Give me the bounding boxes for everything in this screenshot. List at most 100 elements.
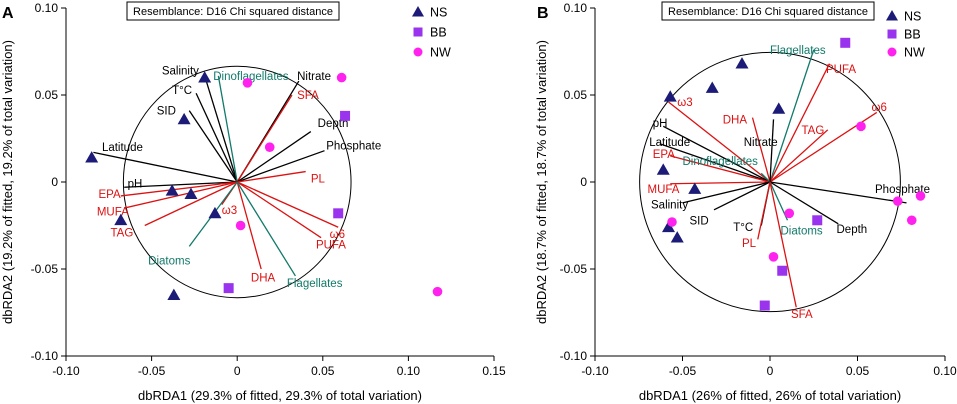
vector-pufa — [769, 63, 831, 183]
x-tick-label: 0.15 — [482, 364, 506, 378]
x-tick-label: 0.10 — [397, 364, 421, 378]
vector-label-phosphate: Phosphate — [875, 184, 930, 196]
point-nw — [906, 215, 917, 226]
vector-label-nitrate: Nitrate — [744, 137, 778, 149]
vector-depth — [769, 181, 839, 225]
point-ns — [198, 71, 212, 83]
legend-marker-nw — [413, 47, 423, 57]
vector-pl — [237, 170, 306, 183]
vector-tag — [144, 181, 238, 227]
point-ns — [663, 90, 677, 102]
point-bb — [777, 265, 788, 276]
legend-marker-bb — [413, 27, 423, 37]
vector-phosphate — [769, 181, 907, 204]
point-bb — [340, 110, 351, 121]
y-axis-label: dbRDA2 (19.2% of fitted, 19.2% of total … — [0, 40, 15, 324]
panel-a: -0.10 -0.05 0 0.05 0.10 0.15 -0.10 -0.05 0 0.05 0.… — [0, 1, 506, 403]
vector-mufa — [124, 181, 238, 209]
vector-label-nitrate: Nitrate — [297, 71, 331, 83]
point-ns — [208, 206, 222, 219]
legend-label-nw: NW — [904, 46, 925, 60]
vector-dinoflagellates — [760, 172, 771, 183]
panel-label: A — [2, 5, 14, 22]
vector-3 — [668, 101, 771, 183]
vector-label-pl: PL — [742, 238, 757, 250]
y-tick-label: -0.10 — [560, 349, 588, 363]
vector-label-mufa: MUFA — [648, 184, 680, 196]
point-bb — [223, 283, 234, 294]
vector-label-6: ω6 — [872, 102, 887, 114]
vector-latitude — [93, 151, 238, 183]
vector-dha — [751, 117, 771, 183]
point-nw — [242, 78, 253, 88]
y-tick-label: 0.05 — [35, 88, 59, 102]
point-ns — [735, 57, 749, 69]
point-ns — [165, 184, 179, 196]
vector-label-flagellates: Flagellates — [770, 45, 826, 57]
vector-sid — [713, 181, 771, 211]
vector-dinoflagellates — [217, 75, 238, 183]
y-tick-label: 0.10 — [35, 1, 59, 15]
legend-label-ns: NS — [430, 6, 447, 20]
vector-label-latitude: Latitude — [102, 142, 143, 154]
vector-sfa — [769, 181, 797, 308]
y-axis-label: dbRDA2 (18.7% of fitted, 18.7% of total … — [534, 40, 549, 324]
vector-dha — [236, 181, 262, 270]
point-ns — [184, 187, 198, 200]
vector-nitrate — [769, 119, 775, 183]
correlation-circle — [639, 51, 901, 313]
vector-depth — [236, 131, 312, 183]
vector-label-sid: SID — [690, 215, 709, 227]
y-tick-label: -0.05 — [560, 262, 588, 276]
y-tick-label: 0.05 — [564, 88, 588, 102]
panel-b: -0.10 -0.05 0 0.05 0.10 -0.10 -0.05 0 0.05 0.10 db… — [534, 1, 957, 403]
title-box — [126, 1, 340, 21]
vector-label-ph: pH — [653, 118, 668, 130]
vector-label-dinoflagellates: Dinoflagellates — [213, 71, 289, 83]
legend-label-ns: NS — [904, 10, 921, 24]
y-tick-label: 0 — [51, 175, 58, 189]
x-axis-label: dbRDA1 (29.3% of fitted, 29.3% of total … — [138, 388, 422, 403]
x-tick-label: -0.05 — [669, 364, 697, 378]
vector-6 — [236, 181, 339, 228]
point-ns — [177, 112, 191, 125]
x-tick-label: -0.10 — [581, 364, 609, 378]
chart-title: Resemblance: D16 Chi squared distance — [133, 6, 333, 18]
point-ns — [656, 163, 670, 175]
vector-label-epa: EPA — [653, 149, 675, 161]
vector-mufa — [670, 181, 771, 185]
legend-marker-ns — [412, 6, 424, 17]
vector-label-pl: PL — [311, 174, 326, 186]
vector-label-flagellates: Flagellates — [287, 278, 343, 290]
vector-flagellates — [236, 181, 296, 277]
vector-t-c — [195, 92, 238, 183]
vector-label-dinoflagellates: Dinoflagellates — [683, 156, 759, 168]
point-ns — [688, 182, 702, 194]
x-tick-label: 0 — [234, 364, 241, 378]
vector-ph — [124, 181, 238, 188]
vector-flagellates — [769, 49, 815, 183]
vector-sid — [188, 110, 238, 183]
vector-label-tag: TAG — [111, 227, 134, 239]
point-nw — [892, 196, 903, 206]
x-tick-label: 0.10 — [933, 364, 957, 378]
point-ns — [772, 102, 786, 114]
vector-phosphate — [236, 150, 325, 183]
vector-label-phosphate: Phosphate — [326, 140, 381, 152]
x-tick-label: 0.05 — [311, 364, 335, 378]
point-bb — [333, 208, 344, 219]
vector-label-ph: pH — [128, 179, 143, 191]
vector-label-3: ω3 — [677, 97, 692, 109]
point-nw — [784, 208, 795, 219]
x-tick-label: -0.10 — [52, 364, 80, 378]
vector-label-diatoms: Diatoms — [148, 255, 190, 267]
y-tick-label: 0.10 — [564, 1, 588, 15]
point-ns — [167, 288, 181, 300]
vector-epa — [670, 155, 771, 183]
title-box — [661, 1, 875, 21]
vector-salinity — [682, 181, 771, 204]
point-ns — [662, 220, 675, 233]
vector-pl — [757, 181, 771, 240]
y-tick-label: -0.10 — [31, 349, 59, 363]
vector-label-sid: SID — [157, 106, 176, 118]
